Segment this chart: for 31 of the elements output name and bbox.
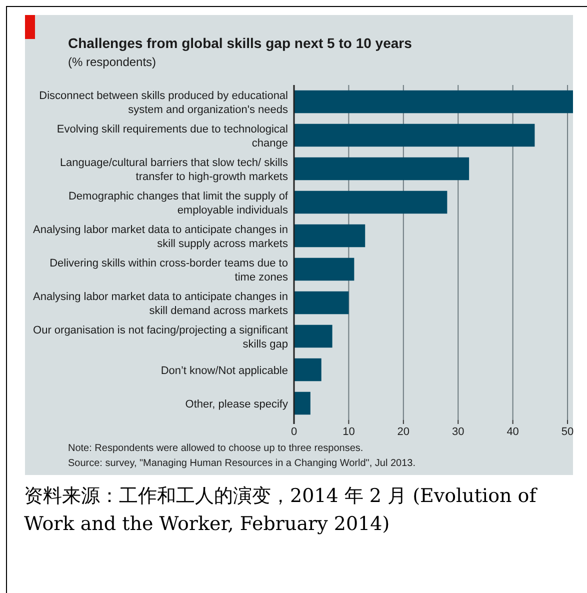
- y-tick-label: Demographic changes that limit the supply of employable individuals: [68, 190, 289, 216]
- x-tick-label: 40: [506, 426, 519, 438]
- text: (% respondents): [68, 55, 156, 69]
- source-note: Source: survey, "Managing Human Resources in a Changing World", Jul 2013.: [68, 458, 416, 469]
- bar: [294, 190, 448, 214]
- y-tick-label: Analysing labor market data to anticipate changes in skill demand across markets: [33, 290, 288, 317]
- chart-title: Challenges from global skills gap next 5 to 10 years: [68, 35, 412, 51]
- x-tick-label: 10: [342, 426, 355, 438]
- x-tick-label: 20: [397, 426, 410, 438]
- bar: [294, 157, 470, 180]
- y-tick-label: Our organisation is not facing/projecting a significant skills gap: [33, 324, 288, 350]
- bar: [294, 224, 366, 248]
- y-tick-label: Disconnect between skills produced by educational system and organization's needs: [39, 90, 288, 116]
- bar: [294, 124, 535, 147]
- y-tick-label: Don’t know/Not applicable: [160, 364, 288, 377]
- bar: [294, 392, 310, 415]
- bar: [294, 90, 573, 114]
- y-tick-label: Analysing labor market data to anticipate changes in skill supply across markets: [33, 224, 288, 250]
- y-tick-label: Language/cultural barriers that slow tech/ skills transfer to high-growth markets: [60, 156, 288, 183]
- y-tick-label: Evolving skill requirements due to technological change: [56, 123, 288, 150]
- x-tick-label: 0: [290, 426, 298, 438]
- bar: [294, 324, 332, 348]
- y-tick-label: Other, please specify: [185, 398, 288, 410]
- bar: [294, 291, 349, 314]
- bar: [294, 358, 322, 382]
- text: Note: Respondents were allowed to choose up to three responses.: [68, 443, 364, 454]
- x-tick-label: 50: [561, 426, 574, 438]
- x-tick-label: 30: [452, 426, 464, 438]
- text: 资料来源：工作和工人的演变，2014 年 2 月 (Evolution of Work and the Worker, February 2014): [24, 484, 538, 537]
- bar: [294, 258, 354, 281]
- y-tick-label: Delivering skills within cross-border teams due to time zones: [50, 257, 288, 284]
